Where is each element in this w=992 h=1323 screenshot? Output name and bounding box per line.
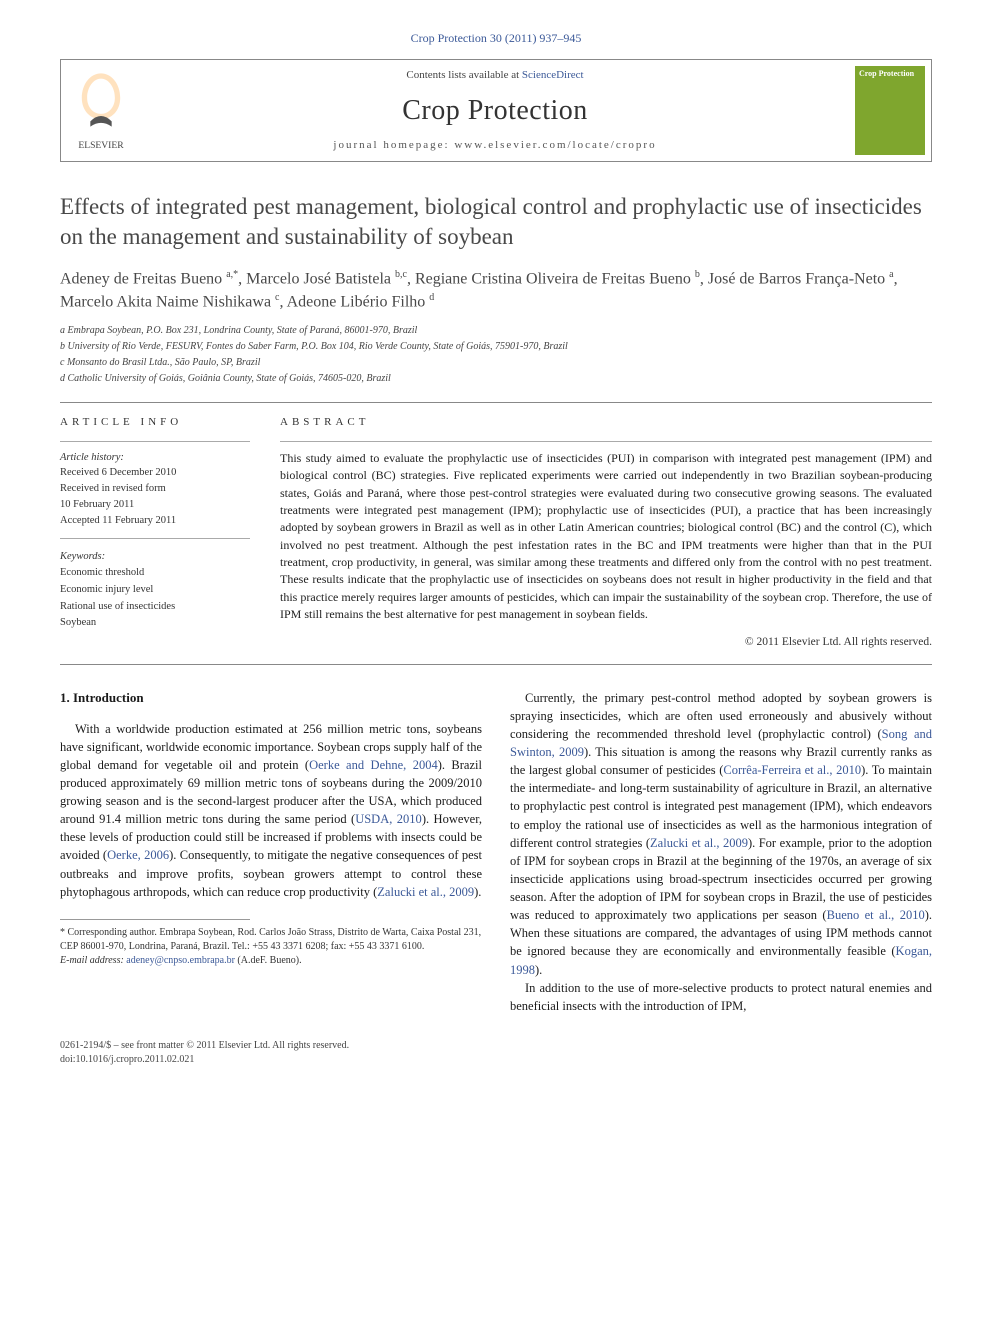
divider (60, 402, 932, 403)
citation-ref[interactable]: Oerke, 2006 (107, 848, 169, 862)
keyword: Soybean (60, 615, 250, 631)
front-matter-meta: 0261-2194/$ – see front matter © 2011 El… (60, 1039, 932, 1067)
citation-bar: Crop Protection 30 (2011) 937–945 (60, 30, 932, 47)
divider (60, 664, 932, 665)
elsevier-logo: ELSEVIER (61, 60, 141, 161)
keyword: Economic threshold (60, 565, 250, 581)
contents-available: Contents lists available at ScienceDirec… (141, 68, 849, 83)
abstract-label: ABSTRACT (280, 415, 932, 430)
abstract-text: This study aimed to evaluate the prophyl… (280, 450, 932, 624)
citation-ref[interactable]: Zalucki et al., 2009 (377, 885, 474, 899)
journal-homepage: journal homepage: www.elsevier.com/locat… (141, 138, 849, 153)
journal-name: Crop Protection (141, 91, 849, 130)
citation-ref[interactable]: Zalucki et al., 2009 (650, 836, 748, 850)
history-line: Received 6 December 2010 (60, 465, 250, 481)
affiliation-line: c Monsanto do Brasil Ltda., São Paulo, S… (60, 355, 932, 370)
intro-paragraph-2: Currently, the primary pest-control meth… (510, 689, 932, 979)
intro-paragraph-3: In addition to the use of more-selective… (510, 979, 932, 1015)
corresponding-author-footnote: * Corresponding author. Embrapa Soybean,… (60, 926, 482, 968)
journal-cover-thumb: Crop Protection (855, 66, 925, 155)
article-body: 1. Introduction With a worldwide product… (60, 689, 932, 1015)
intro-paragraph-1: With a worldwide production estimated at… (60, 720, 482, 901)
citation-ref[interactable]: Corrêa-Ferreira et al., 2010 (723, 763, 861, 777)
affiliation-line: a Embrapa Soybean, P.O. Box 231, Londrin… (60, 323, 932, 338)
citation-ref[interactable]: USDA, 2010 (355, 812, 422, 826)
keyword: Rational use of insecticides (60, 599, 250, 615)
article-info-label: ARTICLE INFO (60, 415, 250, 430)
citation-ref[interactable]: Oerke and Dehne, 2004 (309, 758, 438, 772)
abstract-copyright: © 2011 Elsevier Ltd. All rights reserved… (280, 634, 932, 650)
article-history: Article history: Received 6 December 201… (60, 450, 250, 632)
article-title: Effects of integrated pest management, b… (60, 192, 932, 252)
author-email-link[interactable]: adeney@cnpso.embrapa.br (126, 955, 235, 966)
history-line: Received in revised form (60, 481, 250, 497)
affiliation-line: d Catholic University of Goiás, Goiânia … (60, 371, 932, 386)
affiliation-line: b University of Rio Verde, FESURV, Fonte… (60, 339, 932, 354)
section-heading-intro: 1. Introduction (60, 689, 482, 708)
history-line: 10 February 2011 (60, 497, 250, 513)
journal-header: ELSEVIER Contents lists available at Sci… (60, 59, 932, 162)
elsevier-text: ELSEVIER (78, 140, 124, 151)
sciencedirect-link[interactable]: ScienceDirect (522, 69, 584, 81)
footnote-divider (60, 919, 250, 920)
affiliations: a Embrapa Soybean, P.O. Box 231, Londrin… (60, 323, 932, 386)
history-line: Accepted 11 February 2011 (60, 513, 250, 529)
citation-ref[interactable]: Bueno et al., 2010 (827, 908, 925, 922)
keyword: Economic injury level (60, 582, 250, 598)
author-list: Adeney de Freitas Bueno a,*, Marcelo Jos… (60, 268, 932, 313)
